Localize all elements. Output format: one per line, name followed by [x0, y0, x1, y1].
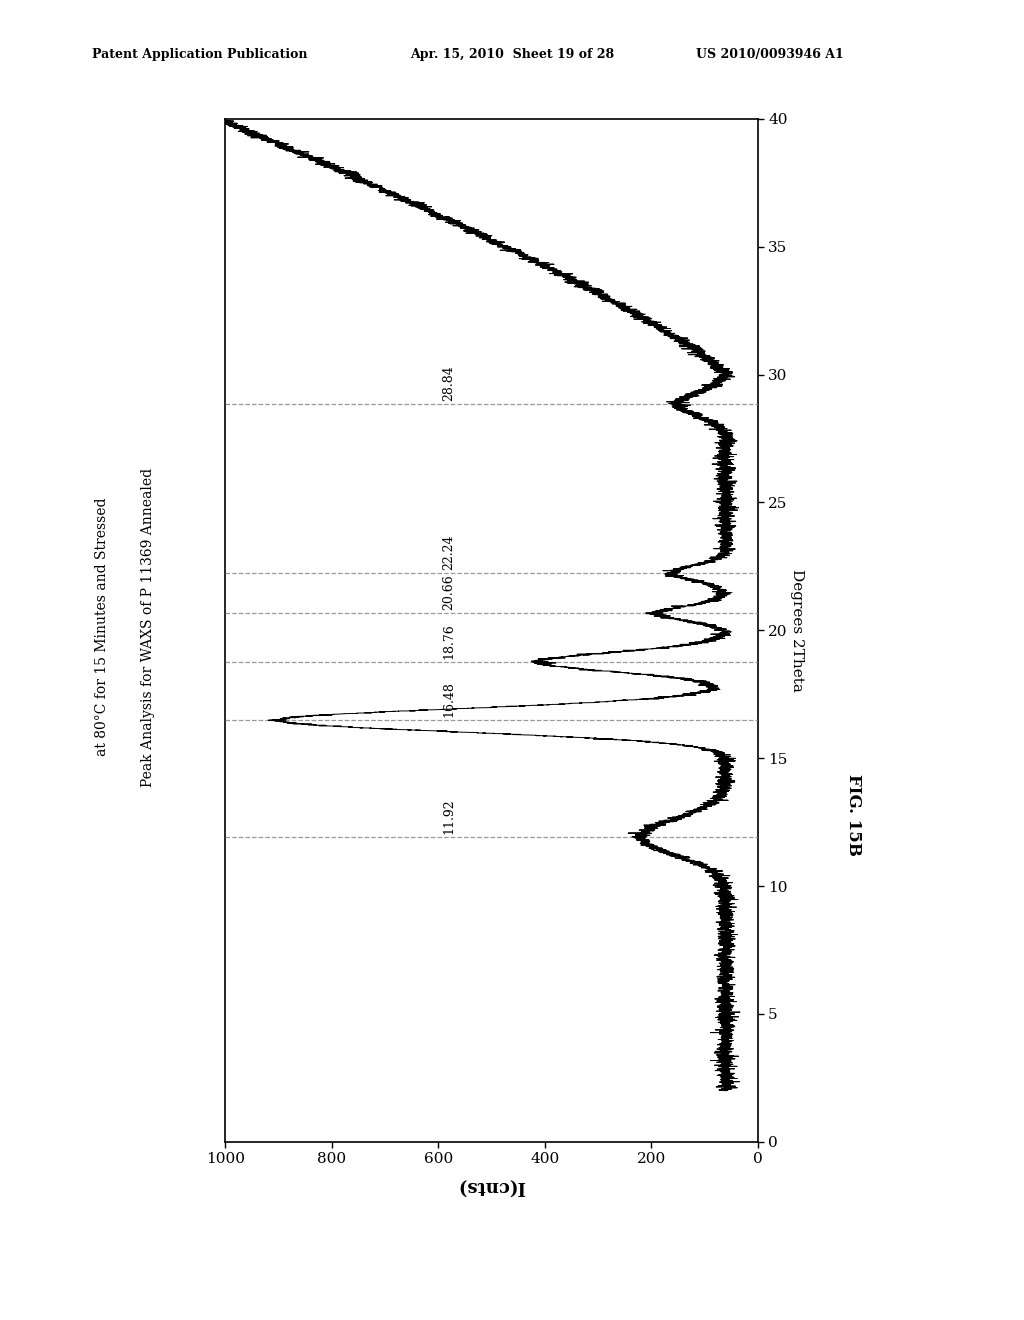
Text: FIG. 15B: FIG. 15B	[845, 774, 862, 855]
Text: Apr. 15, 2010  Sheet 19 of 28: Apr. 15, 2010 Sheet 19 of 28	[410, 48, 613, 61]
Text: 16.48: 16.48	[442, 681, 456, 717]
Text: 28.84: 28.84	[442, 366, 456, 401]
Text: Peak Analysis for WAXS of P 11369 Annealed: Peak Analysis for WAXS of P 11369 Anneal…	[141, 467, 156, 787]
Text: 20.66: 20.66	[442, 574, 456, 610]
Text: Patent Application Publication: Patent Application Publication	[92, 48, 307, 61]
Text: US 2010/0093946 A1: US 2010/0093946 A1	[696, 48, 844, 61]
Text: at 80°C for 15 Minutes and Stressed: at 80°C for 15 Minutes and Stressed	[95, 498, 110, 756]
X-axis label: I(cnts): I(cnts)	[458, 1177, 525, 1196]
Text: 22.24: 22.24	[442, 535, 456, 570]
Text: 18.76: 18.76	[442, 623, 456, 659]
Text: 11.92: 11.92	[442, 799, 456, 834]
Y-axis label: Degrees 2Theta: Degrees 2Theta	[791, 569, 804, 692]
